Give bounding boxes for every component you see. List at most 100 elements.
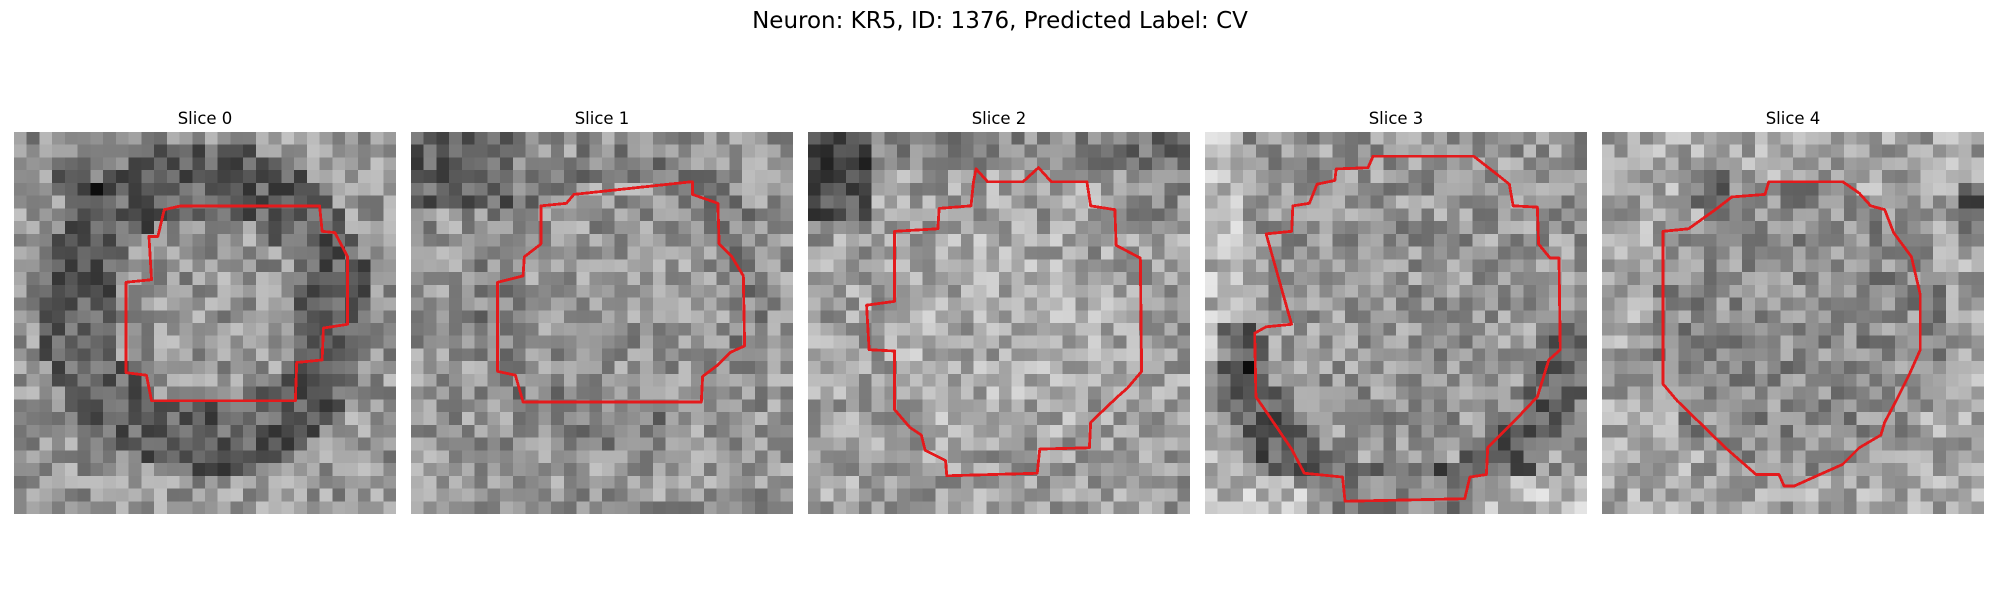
pixel bbox=[1217, 221, 1231, 235]
pixel bbox=[1268, 221, 1282, 235]
pixel bbox=[115, 221, 129, 235]
pixel bbox=[1205, 246, 1218, 260]
pixel bbox=[1497, 284, 1511, 298]
pixel bbox=[551, 221, 565, 235]
pixel bbox=[1319, 412, 1333, 426]
pixel bbox=[589, 221, 603, 235]
pixel bbox=[1818, 488, 1832, 502]
pixel bbox=[858, 348, 872, 362]
pixel bbox=[154, 501, 168, 514]
pixel bbox=[665, 412, 679, 426]
pixel bbox=[1434, 501, 1448, 514]
pixel bbox=[1574, 335, 1587, 349]
pixel bbox=[1472, 233, 1486, 247]
pixel bbox=[370, 488, 384, 502]
pixel bbox=[1602, 170, 1615, 184]
pixel bbox=[1255, 259, 1269, 273]
pixel bbox=[846, 233, 860, 247]
pixel bbox=[154, 386, 168, 400]
pixel bbox=[357, 272, 371, 286]
pixel bbox=[1971, 284, 1984, 298]
pixel bbox=[1716, 424, 1730, 438]
pixel bbox=[141, 310, 155, 324]
pixel bbox=[1742, 348, 1756, 362]
pixel bbox=[1805, 297, 1819, 311]
pixel bbox=[1703, 450, 1717, 464]
pixel bbox=[1818, 348, 1832, 362]
pixel bbox=[652, 157, 666, 171]
pixel bbox=[1818, 323, 1832, 336]
pixel bbox=[115, 450, 129, 464]
pixel bbox=[1485, 246, 1499, 260]
pixel bbox=[1856, 132, 1870, 145]
pixel bbox=[742, 412, 756, 426]
pixel bbox=[306, 297, 320, 311]
pixel bbox=[179, 259, 193, 273]
pixel bbox=[1126, 348, 1140, 362]
slice-panel-4: Slice 4 bbox=[1602, 105, 1984, 514]
pixel bbox=[1151, 233, 1165, 247]
pixel bbox=[820, 284, 834, 298]
pixel bbox=[986, 450, 1000, 464]
pixel bbox=[1011, 501, 1025, 514]
pixel bbox=[64, 348, 78, 362]
pixel bbox=[1691, 170, 1705, 184]
pixel bbox=[973, 323, 987, 336]
pixel bbox=[703, 361, 717, 375]
pixel bbox=[461, 450, 475, 464]
pixel bbox=[243, 182, 257, 196]
pixel bbox=[154, 437, 168, 451]
pixel bbox=[1703, 221, 1717, 235]
pixel bbox=[1536, 195, 1550, 209]
pixel bbox=[1627, 463, 1641, 477]
pixel bbox=[1421, 182, 1435, 196]
pixel bbox=[1678, 488, 1692, 502]
pixel bbox=[512, 284, 526, 298]
pixel bbox=[935, 361, 949, 375]
pixel bbox=[268, 284, 282, 298]
pixel bbox=[729, 501, 743, 514]
pixel bbox=[576, 297, 590, 311]
pixel bbox=[1523, 259, 1537, 273]
pixel bbox=[1640, 323, 1654, 336]
pixel bbox=[1139, 259, 1153, 273]
pixel bbox=[474, 386, 488, 400]
pixel bbox=[665, 272, 679, 286]
pixel bbox=[884, 157, 898, 171]
pixel bbox=[370, 310, 384, 324]
pixel bbox=[576, 272, 590, 286]
pixel bbox=[678, 437, 692, 451]
pixel bbox=[1933, 501, 1947, 514]
pixel bbox=[538, 144, 552, 158]
pixel bbox=[948, 221, 962, 235]
pixel bbox=[1497, 310, 1511, 324]
pixel bbox=[716, 399, 730, 413]
pixel bbox=[1510, 475, 1524, 489]
pixel bbox=[370, 182, 384, 196]
pixel bbox=[103, 132, 117, 145]
pixel bbox=[922, 208, 936, 222]
pixel bbox=[1075, 144, 1089, 158]
pixel bbox=[1703, 323, 1717, 336]
pixel bbox=[1767, 259, 1781, 273]
pixel bbox=[1831, 272, 1845, 286]
pixel bbox=[1729, 297, 1743, 311]
pixel bbox=[1434, 450, 1448, 464]
pixel bbox=[897, 335, 911, 349]
pixel bbox=[281, 272, 295, 286]
pixel bbox=[230, 259, 244, 273]
pixel bbox=[960, 272, 974, 286]
pixel bbox=[1408, 361, 1422, 375]
pixel bbox=[1716, 323, 1730, 336]
pixel bbox=[665, 297, 679, 311]
pixel bbox=[1205, 323, 1218, 336]
pixel bbox=[423, 208, 437, 222]
pixel bbox=[1396, 323, 1409, 336]
pixel bbox=[487, 132, 501, 145]
pixel bbox=[1640, 259, 1654, 273]
pixel bbox=[1243, 233, 1257, 247]
pixel bbox=[1345, 373, 1359, 387]
pixel bbox=[52, 297, 66, 311]
pixel bbox=[960, 310, 974, 324]
pixel bbox=[1574, 144, 1587, 158]
